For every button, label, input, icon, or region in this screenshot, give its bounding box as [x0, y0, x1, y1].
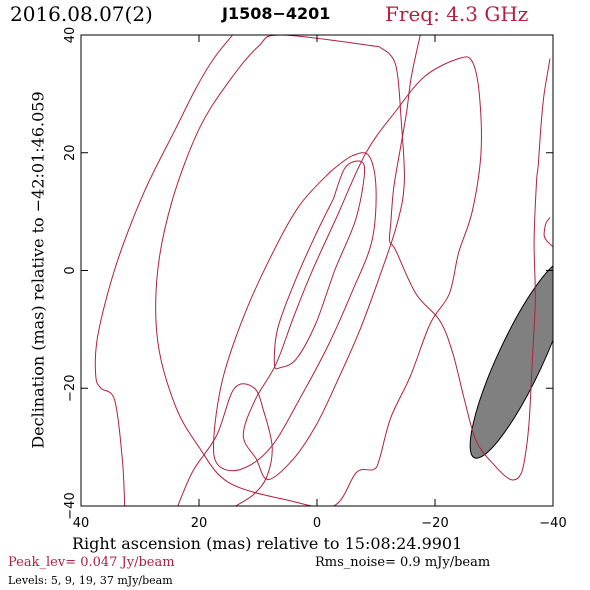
contour-level-9-2 [155, 35, 482, 506]
contour-level-37-0 [273, 160, 366, 370]
contour-level-5-5 [94, 35, 233, 506]
contour-level-19-1 [212, 152, 377, 472]
source-name: J1508−4201 [222, 4, 331, 23]
x-tick-label: 0 [313, 516, 321, 531]
epoch-date: 2016.08.07(2) [10, 2, 153, 26]
y-axis-label: Declination (mas) relative to −42:01:46.… [28, 91, 48, 449]
y-tick-label: −20 [63, 375, 78, 402]
contour-levels: Levels: 5, 9, 19, 37 mJy/beam [8, 574, 173, 587]
contour-level-5-3 [388, 35, 551, 481]
y-tick-label: 0 [63, 266, 78, 274]
rms-noise: Rms_noise= 0.9 mJy/beam [315, 555, 491, 570]
y-tick-label: 40 [63, 27, 78, 44]
x-tick-label: −20 [421, 516, 448, 531]
contour-level-5-4 [543, 217, 553, 248]
beam-ellipse [469, 258, 553, 459]
peak-level: Peak_lev= 0.047 Jy/beam [8, 555, 175, 570]
x-tick-label: −40 [539, 516, 566, 531]
x-tick-label: 40 [73, 516, 90, 531]
frequency-label: Freq: 4.3 GHz [385, 2, 529, 26]
contour-level-5-6 [177, 383, 273, 506]
y-tick-label: 20 [63, 144, 78, 161]
y-tick-label: −40 [63, 492, 78, 519]
x-tick-label: 20 [191, 516, 208, 531]
x-axis-label: Right ascension (mas) relative to 15:08:… [72, 534, 463, 553]
